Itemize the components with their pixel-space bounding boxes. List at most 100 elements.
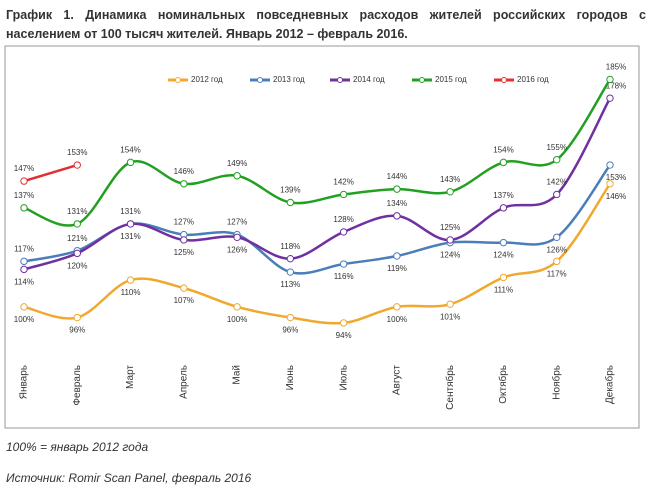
data-label: 126% <box>227 245 247 254</box>
data-point <box>393 252 401 260</box>
data-label: 178% <box>606 81 626 90</box>
data-label: 137% <box>14 191 34 200</box>
data-label: 131% <box>120 207 140 216</box>
data-label: 147% <box>14 164 34 173</box>
legend-marker <box>419 77 425 83</box>
data-point <box>606 161 614 169</box>
x-tick-label: Июнь <box>285 365 296 390</box>
data-label: 155% <box>546 143 566 152</box>
data-point <box>606 180 614 188</box>
data-label: 146% <box>606 192 626 201</box>
data-point <box>286 268 295 276</box>
data-label: 116% <box>334 272 354 281</box>
data-point <box>180 180 188 188</box>
note: Источник: Romir Scan Panel, февраль 2016 <box>6 471 252 485</box>
data-point <box>286 254 295 263</box>
data-point <box>73 161 81 169</box>
data-label: 153% <box>606 173 626 182</box>
data-label: 110% <box>121 288 141 297</box>
data-point <box>233 303 241 311</box>
data-label: 113% <box>280 280 300 289</box>
data-point <box>233 233 241 241</box>
data-point <box>553 257 561 266</box>
data-point <box>286 313 295 322</box>
data-point <box>20 177 28 185</box>
data-point <box>20 204 28 212</box>
data-label: 134% <box>387 199 407 208</box>
data-label: 154% <box>120 145 140 154</box>
data-label: 119% <box>387 264 407 273</box>
data-label: 149% <box>227 159 247 168</box>
chart-frame <box>4 45 640 429</box>
data-label: 142% <box>546 178 566 187</box>
data-label: 121% <box>67 234 87 243</box>
data-label: 100% <box>387 315 407 324</box>
legend-label: 2016 год <box>517 75 549 84</box>
series-line <box>23 78 612 227</box>
x-tick-label: Апрель <box>178 365 189 399</box>
x-tick-label: Ноябрь <box>550 365 562 400</box>
data-point <box>446 236 454 244</box>
legend-marker <box>501 77 507 83</box>
legend-label: 2015 год <box>435 75 467 84</box>
data-point <box>339 228 348 236</box>
data-label: 114% <box>14 277 34 286</box>
data-point <box>180 284 188 292</box>
x-tick-label: Октябрь <box>497 365 509 404</box>
data-label: 118% <box>280 242 300 251</box>
chart-title: График 1. Динамика номинальных повседнев… <box>6 8 646 41</box>
data-label: 117% <box>14 244 34 253</box>
data-label: 124% <box>440 251 460 260</box>
legend-marker <box>175 77 181 83</box>
data-label: 143% <box>440 175 460 184</box>
data-label: 139% <box>280 186 300 195</box>
data-label: 96% <box>282 326 298 335</box>
legend-label: 2012 год <box>191 75 223 84</box>
data-label: 131% <box>120 232 140 241</box>
data-label: 117% <box>547 269 567 278</box>
data-label: 146% <box>174 167 194 176</box>
data-point <box>339 260 348 268</box>
data-label: 185% <box>606 63 626 72</box>
data-label: 154% <box>493 145 513 154</box>
x-tick-label: Декабрь <box>604 365 616 404</box>
data-label: 111% <box>494 286 513 295</box>
data-point <box>499 273 508 282</box>
data-label: 125% <box>440 223 460 232</box>
x-tick-label: Май <box>232 365 243 385</box>
x-tick-label: Январь <box>19 365 30 399</box>
data-point <box>393 303 401 311</box>
data-label: 127% <box>227 218 247 227</box>
note: 100% = январь 2012 года <box>6 440 149 454</box>
data-point <box>286 198 295 207</box>
data-point <box>20 257 28 266</box>
data-point <box>553 190 561 199</box>
data-label: 96% <box>69 326 85 335</box>
data-point <box>126 276 135 284</box>
data-point <box>606 94 614 102</box>
data-point <box>606 75 614 84</box>
data-point <box>73 313 81 322</box>
series-line <box>23 183 612 325</box>
data-point <box>20 265 28 274</box>
data-point <box>553 233 561 241</box>
data-point <box>20 303 28 311</box>
data-label: 128% <box>333 215 353 224</box>
x-tick-label: Август <box>392 365 403 396</box>
legend-marker <box>337 77 343 83</box>
legend-label: 2013 год <box>273 75 305 84</box>
data-label: 94% <box>336 331 352 340</box>
legend-marker <box>257 77 263 83</box>
data-point <box>499 238 508 247</box>
data-point <box>339 319 348 327</box>
x-tick-label: Июль <box>338 365 349 391</box>
data-point <box>180 236 188 244</box>
x-tick-label: Февраль <box>72 365 83 406</box>
data-label: 126% <box>546 245 566 254</box>
data-label: 100% <box>14 315 34 324</box>
data-label: 120% <box>67 261 87 270</box>
data-point <box>553 155 561 164</box>
data-point <box>446 188 454 196</box>
